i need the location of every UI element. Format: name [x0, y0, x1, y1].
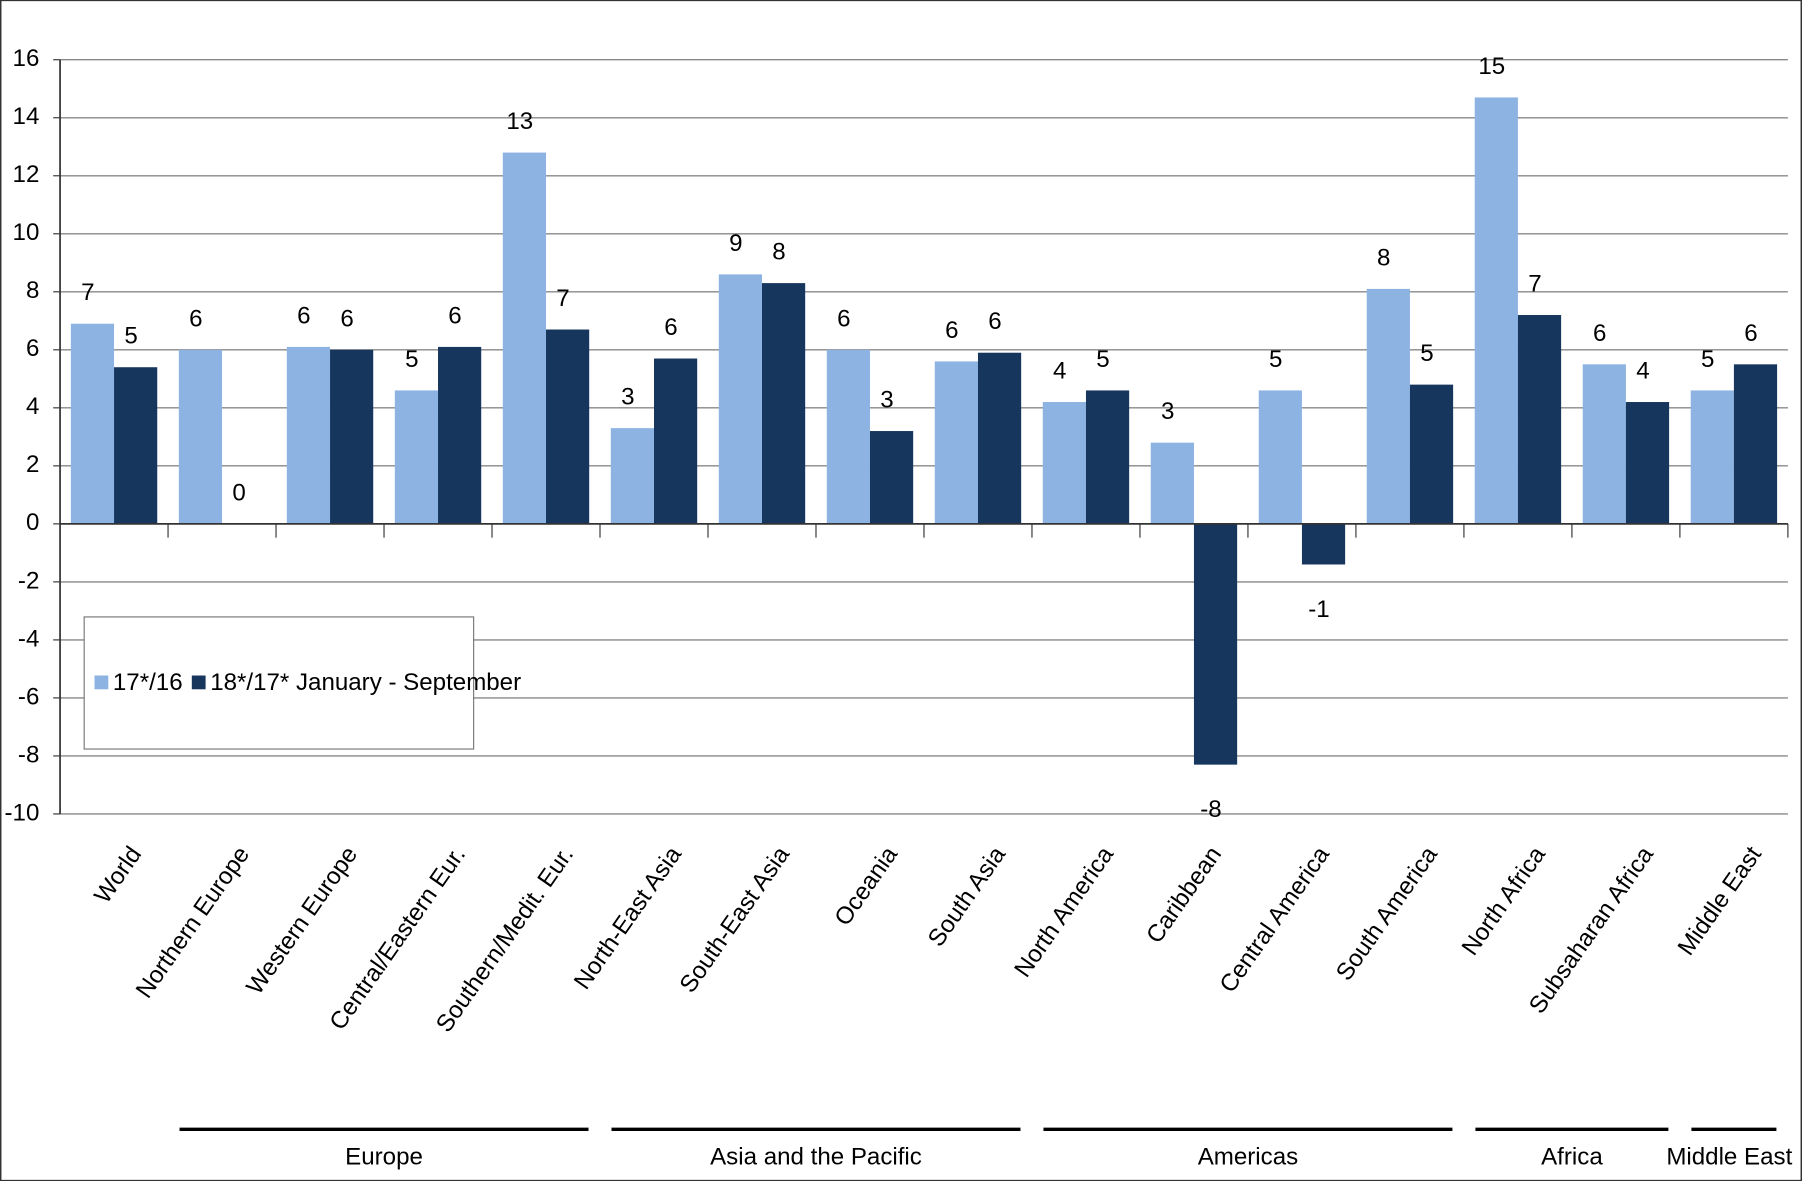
bar: [178, 349, 223, 524]
bar: [1733, 364, 1778, 524]
value-label: 6: [988, 308, 1001, 335]
y-tick-label: 14: [13, 103, 40, 130]
value-label: 6: [297, 302, 310, 329]
group-label: Asia and the Pacific: [710, 1143, 922, 1170]
bar: [654, 358, 698, 524]
bar: [610, 428, 655, 524]
value-label: 3: [1161, 398, 1174, 425]
value-label: 7: [81, 279, 94, 306]
y-tick-label: 8: [26, 277, 39, 304]
bar: [286, 346, 331, 524]
y-tick-label: 10: [13, 219, 40, 246]
bar: [826, 349, 870, 524]
value-label: 5: [1096, 346, 1109, 373]
value-label: 6: [448, 302, 461, 329]
bar: [1150, 442, 1194, 524]
value-label: 6: [1593, 320, 1606, 347]
value-label: 7: [556, 285, 569, 312]
value-label: 3: [621, 384, 634, 411]
bar: [114, 367, 158, 524]
value-label: 9: [729, 230, 742, 257]
bar: [394, 390, 439, 524]
value-label: 5: [405, 346, 418, 373]
value-label: 8: [772, 239, 785, 266]
value-label: 5: [1420, 340, 1433, 367]
value-label: 3: [880, 387, 893, 414]
bar: [1690, 390, 1734, 524]
y-tick-label: 4: [26, 393, 39, 420]
y-tick-label: -8: [18, 741, 39, 768]
value-label: 6: [189, 305, 202, 332]
value-label: 6: [945, 317, 958, 344]
y-tick-label: 0: [26, 509, 39, 536]
value-label: -1: [1308, 596, 1329, 623]
value-label: 5: [1269, 346, 1282, 373]
bar: [1625, 402, 1670, 524]
bar: [1258, 390, 1302, 524]
y-tick-label: -4: [18, 625, 39, 652]
bar: [70, 323, 115, 524]
value-label: 15: [1478, 53, 1505, 80]
legend-swatch: [191, 675, 206, 690]
legend-swatch: [94, 675, 109, 690]
bar: [1517, 315, 1562, 524]
bar: [438, 346, 482, 524]
bar: [330, 349, 374, 524]
bar: [1366, 288, 1410, 524]
value-label: 6: [664, 314, 677, 341]
y-tick-label: -2: [18, 567, 39, 594]
bar: [1474, 97, 1518, 524]
value-label: 6: [837, 305, 850, 332]
bar: [761, 283, 806, 524]
group-label: Middle East: [1666, 1143, 1792, 1170]
bar: [934, 361, 978, 524]
value-label: 5: [124, 323, 137, 350]
value-label: 0: [232, 479, 245, 506]
value-label: 6: [340, 305, 353, 332]
y-tick-label: 16: [13, 45, 40, 72]
value-label: 7: [1528, 271, 1541, 298]
bar: [502, 152, 547, 524]
value-label: 4: [1053, 358, 1066, 385]
legend-label: 17*/16: [113, 669, 183, 696]
legend-label: 18*/17* January - September: [210, 669, 521, 696]
value-label: 5: [1701, 346, 1714, 373]
value-label: 4: [1636, 358, 1649, 385]
y-tick-label: -6: [18, 683, 39, 710]
bar: [1193, 523, 1238, 765]
y-tick-label: -10: [5, 799, 40, 826]
group-label: Africa: [1541, 1143, 1603, 1170]
bar: [1042, 402, 1086, 524]
bar: [718, 274, 762, 524]
bar: [1582, 364, 1626, 524]
bar: [977, 352, 1022, 524]
value-label: 13: [506, 108, 533, 135]
y-tick-label: 2: [26, 451, 39, 478]
value-label: -8: [1200, 796, 1221, 823]
value-label: 8: [1377, 244, 1390, 271]
y-tick-label: 6: [26, 335, 39, 362]
bar: [869, 431, 914, 524]
bar: [1409, 384, 1454, 524]
bar: [1301, 523, 1346, 565]
value-label: 6: [1744, 320, 1757, 347]
legend-box: [83, 616, 475, 750]
bar: [1085, 390, 1130, 524]
group-label: Europe: [345, 1143, 423, 1170]
group-label: Americas: [1198, 1143, 1298, 1170]
y-tick-label: 12: [13, 161, 40, 188]
bar: [546, 329, 590, 524]
